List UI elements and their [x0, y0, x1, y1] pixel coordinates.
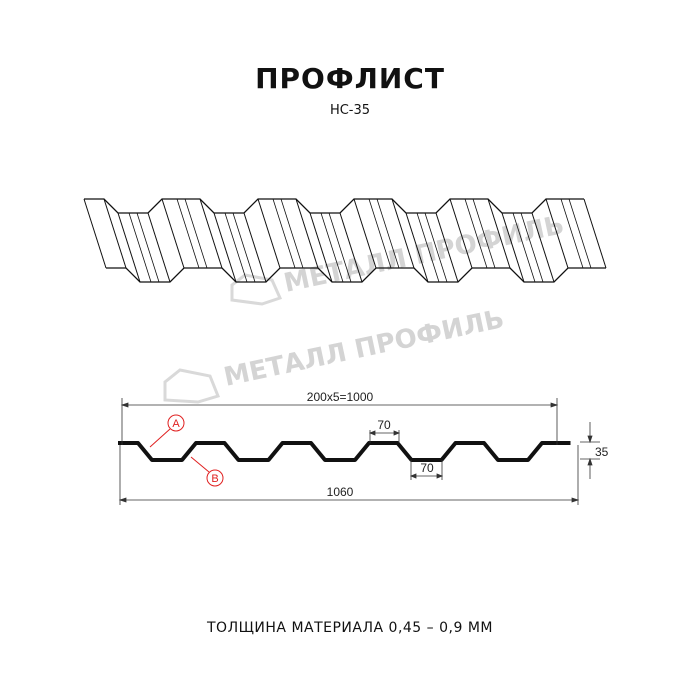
profile-stiffener-line — [560, 198, 584, 269]
profile-stiffener-line — [464, 198, 488, 269]
profile-stiffener-line — [520, 212, 544, 283]
marker-a — [149, 414, 185, 448]
profile-back-edge — [84, 198, 584, 214]
profile-fold-line — [583, 198, 607, 269]
profile-front-edge — [106, 267, 606, 283]
profile-stiffener-line — [368, 198, 392, 269]
profile-stiffener-line — [320, 212, 344, 283]
profile-stiffener-line — [376, 198, 400, 269]
profile-stiffener-line — [424, 212, 448, 283]
profile-fold-line — [391, 198, 415, 269]
profile-stiffener-line — [224, 212, 248, 283]
profile-fold-line — [83, 198, 107, 269]
profile-fold-line — [103, 198, 127, 269]
marker-a-label: A — [172, 418, 180, 430]
profile-fold-line — [531, 212, 555, 283]
page-title: ПРОФЛИСТ — [255, 62, 445, 95]
profile-fold-line — [161, 198, 185, 269]
profile-section-line — [118, 441, 571, 462]
height-dimension-label: 35 — [595, 445, 609, 459]
marker-b — [190, 456, 224, 487]
profile-fold-line — [117, 212, 141, 283]
profile-stiffener-line — [232, 212, 256, 283]
profile-fold-line — [353, 198, 377, 269]
profile-fold-line — [199, 198, 223, 269]
bottom-rib-width-label: 70 — [420, 461, 434, 475]
profile-cross-section — [118, 441, 571, 462]
profile-stiffener-line — [280, 198, 304, 269]
watermark-logo-bottom: МЕТАЛЛ ПРОФИЛЬ — [163, 304, 507, 404]
profile-fold-line — [213, 212, 237, 283]
profile-fold-line — [487, 198, 511, 269]
marker-b-label: B — [211, 473, 218, 485]
profile-fold-line — [435, 212, 459, 283]
profile-stiffener-line — [128, 212, 152, 283]
profile-fold-line — [339, 212, 363, 283]
profile-fold-line — [257, 198, 281, 269]
top-rib-width-label: 70 — [377, 418, 391, 432]
pitch-dimension-label: 200x5=1000 — [307, 390, 374, 404]
profile-3d-view — [83, 198, 607, 283]
profile-stiffener-line — [328, 212, 352, 283]
profile-stiffener-line — [176, 198, 200, 269]
profile-fold-line — [405, 212, 429, 283]
profile-fold-line — [545, 198, 569, 269]
profile-stiffener-line — [136, 212, 160, 283]
dimension-lines — [118, 398, 600, 505]
profile-fold-line — [243, 212, 267, 283]
profile-fold-line — [309, 212, 333, 283]
page-subtitle: НС-35 — [329, 103, 371, 118]
profile-stiffener-line — [184, 198, 208, 269]
profile-stiffener-line — [272, 198, 296, 269]
profile-stiffener-line — [472, 198, 496, 269]
profile-fold-line — [449, 198, 473, 269]
profile-fold-line — [295, 198, 319, 269]
profile-fold-line — [501, 212, 525, 283]
profile-fold-line — [147, 212, 171, 283]
total-width-label: 1060 — [327, 485, 354, 499]
profile-stiffener-line — [568, 198, 592, 269]
watermark-text-bottom: МЕТАЛЛ ПРОФИЛЬ — [221, 304, 507, 393]
profile-stiffener-line — [512, 212, 536, 283]
material-thickness-note: ТОЛЩИНА МАТЕРИАЛА 0,45 – 0,9 ММ — [207, 620, 493, 636]
profile-stiffener-line — [416, 212, 440, 283]
